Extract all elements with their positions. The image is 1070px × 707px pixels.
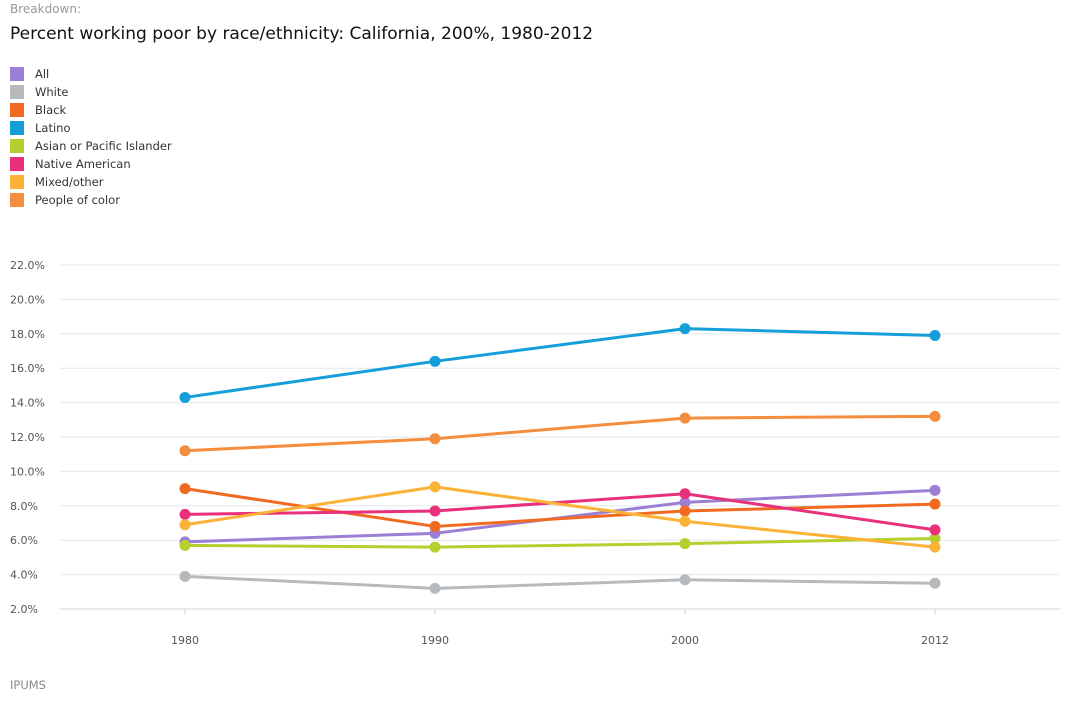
y-tick-label: 12.0% [10, 431, 45, 444]
legend-swatch [10, 85, 24, 99]
data-point-mixed-other-2000[interactable] [679, 515, 691, 527]
data-point-people-of-color-1980[interactable] [179, 445, 191, 457]
data-point-latino-2000[interactable] [679, 323, 691, 335]
y-tick-label: 20.0% [10, 293, 45, 306]
y-gridlines: 2.0% 4.0% 6.0% 8.0% 10.0% 12.0% 14.0% 16.0% 18.0… [10, 259, 1060, 616]
series-line-mixed-other [183, 485, 937, 549]
legend-item-white[interactable]: White [10, 83, 172, 101]
series-latino [179, 323, 941, 403]
data-point-asian-or-pacific-islander-2000[interactable] [679, 538, 691, 550]
series-all [179, 484, 941, 548]
data-point-people-of-color-1990[interactable] [429, 433, 441, 445]
data-point-native-american-1980[interactable] [179, 508, 191, 520]
data-point-black-2000[interactable] [679, 505, 691, 517]
legend-swatch [10, 175, 24, 189]
series-line-native-american [183, 492, 937, 532]
data-point-latino-1980[interactable] [179, 391, 191, 403]
legend-item-all[interactable]: All [10, 65, 172, 83]
legend-swatch [10, 157, 24, 171]
data-point-black-1990[interactable] [429, 520, 441, 532]
series-white [179, 570, 941, 594]
legend-item-mixed-other[interactable]: Mixed/other [10, 173, 172, 191]
series-native-american [179, 488, 941, 536]
data-point-asian-or-pacific-islander-1980[interactable] [179, 539, 191, 551]
y-tick-label: 6.0% [10, 534, 38, 547]
data-point-people-of-color-2012[interactable] [929, 410, 941, 422]
y-tick-label: 22.0% [10, 259, 45, 272]
series-line-black [183, 487, 937, 528]
series-black [179, 483, 941, 532]
data-point-mixed-other-1990[interactable] [429, 481, 441, 493]
legend-item-asian-or-pacific-islander[interactable]: Asian or Pacific Islander [10, 137, 172, 155]
y-tick-label: 4.0% [10, 569, 38, 582]
data-point-latino-1990[interactable] [429, 355, 441, 367]
legend-label: People of color [35, 193, 120, 207]
legend-item-latino[interactable]: Latino [10, 119, 172, 137]
breakdown-label: Breakdown: [10, 2, 82, 16]
series-mixed-other [179, 481, 941, 553]
series-people-of-color [179, 410, 941, 457]
series-line-asian-or-pacific-islander [183, 536, 937, 549]
source-label: IPUMS [10, 678, 46, 692]
chart-legend: All White Black Latino Asian or Pacific Isla… [10, 65, 172, 209]
data-point-all-2012[interactable] [929, 484, 941, 496]
data-point-people-of-color-2000[interactable] [679, 412, 691, 424]
legend-item-people-of-color[interactable]: People of color [10, 191, 172, 209]
legend-label: All [35, 67, 50, 81]
data-point-white-1980[interactable] [179, 570, 191, 582]
legend-swatch [10, 139, 24, 153]
data-point-native-american-2000[interactable] [679, 488, 691, 500]
x-tick-label: 1980 [171, 634, 199, 647]
series-line-people-of-color [183, 414, 937, 453]
y-tick-label: 18.0% [10, 328, 45, 341]
legend-label: White [35, 85, 69, 99]
y-tick-label: 8.0% [10, 500, 38, 513]
data-point-native-american-2012[interactable] [929, 524, 941, 536]
x-tick-label: 2000 [671, 634, 699, 647]
legend-label: Black [35, 103, 67, 117]
x-axis: 1980 1990 2000 2012 [171, 609, 949, 647]
y-tick-label: 14.0% [10, 397, 45, 410]
legend-label: Native American [35, 157, 131, 171]
data-point-black-2012[interactable] [929, 498, 941, 510]
y-tick-label: 2.0% [10, 603, 38, 616]
x-tick-label: 1990 [421, 634, 449, 647]
y-tick-label: 16.0% [10, 362, 45, 375]
data-point-white-2012[interactable] [929, 577, 941, 589]
data-point-asian-or-pacific-islander-1990[interactable] [429, 541, 441, 553]
data-point-latino-2012[interactable] [929, 330, 941, 342]
data-point-asian-or-pacific-islander-2012[interactable] [929, 532, 941, 544]
legend-label: Mixed/other [35, 175, 104, 189]
legend-label: Latino [35, 121, 71, 135]
x-tick-label: 2012 [921, 634, 949, 647]
data-point-mixed-other-2012[interactable] [929, 541, 941, 553]
data-point-all-2000[interactable] [679, 496, 691, 508]
data-point-white-1990[interactable] [429, 582, 441, 594]
legend-swatch [10, 121, 24, 135]
y-tick-label: 10.0% [10, 465, 45, 478]
series-line-white [183, 574, 937, 590]
data-point-black-1980[interactable] [179, 483, 191, 495]
series-line-latino [183, 327, 937, 399]
data-point-white-2000[interactable] [679, 574, 691, 586]
series-asian-or-pacific-islander [179, 532, 941, 553]
legend-item-black[interactable]: Black [10, 101, 172, 119]
data-point-mixed-other-1980[interactable] [179, 519, 191, 531]
legend-swatch [10, 103, 24, 117]
data-point-native-american-1990[interactable] [429, 505, 441, 517]
legend-label: Asian or Pacific Islander [35, 139, 172, 153]
chart-title: Percent working poor by race/ethnicity: … [10, 24, 594, 44]
legend-swatch [10, 67, 24, 81]
legend-swatch [10, 193, 24, 207]
legend-item-native-american[interactable]: Native American [10, 155, 172, 173]
